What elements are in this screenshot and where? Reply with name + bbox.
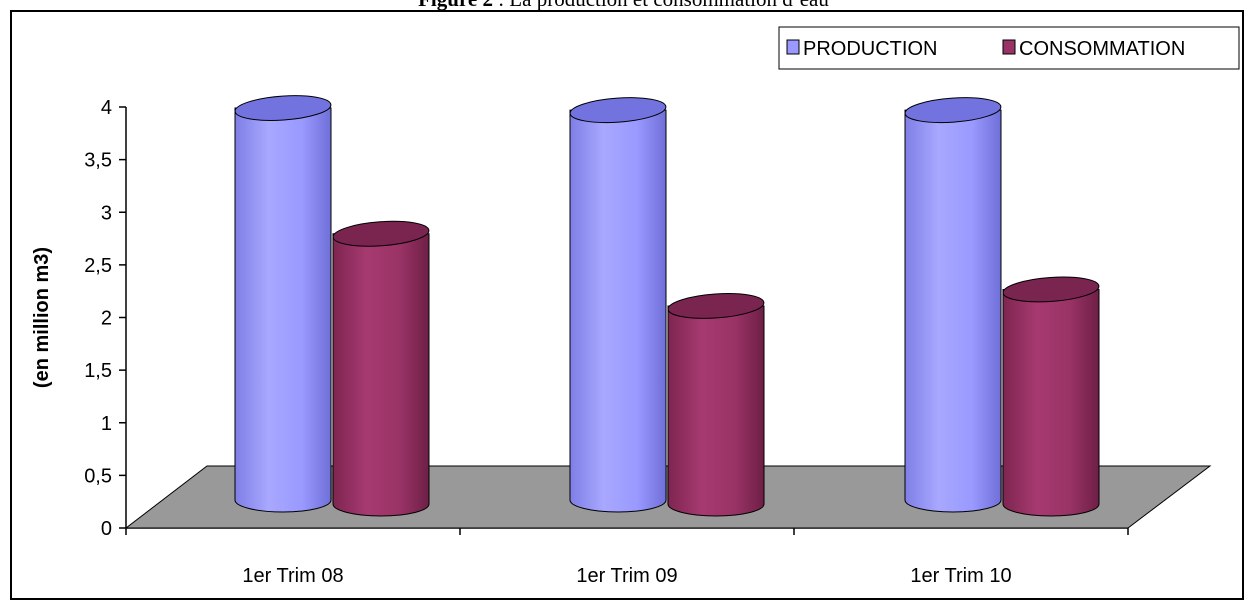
bar-consommation-1 xyxy=(332,220,430,517)
bar-body xyxy=(569,109,667,513)
y-tick-label: 3 xyxy=(101,202,112,224)
bar-consommation-2 xyxy=(667,293,765,517)
bar-production-1 xyxy=(234,95,332,513)
bar-body xyxy=(667,305,765,517)
figure-title-number: Figure 2 xyxy=(418,0,493,11)
y-tick-label: 0 xyxy=(101,518,112,540)
bar-top xyxy=(569,97,667,124)
legend-swatch xyxy=(1002,39,1016,55)
y-tick-label: 1 xyxy=(101,413,112,435)
legend-swatch xyxy=(786,39,800,55)
y-tick-label: 2,5 xyxy=(84,255,112,277)
bar-body xyxy=(1002,288,1100,517)
bar-production-3 xyxy=(904,97,1002,513)
legend-label: CONSOMMATION xyxy=(1019,38,1185,60)
y-tick-label: 4 xyxy=(101,97,112,119)
y-tick-label: 2 xyxy=(101,308,112,330)
bar-body xyxy=(234,107,332,513)
figure-title-text: : La production et consommation d’eau xyxy=(493,0,829,11)
legend-label: PRODUCTION xyxy=(803,38,937,60)
bar-top xyxy=(667,293,765,319)
y-tick-label: 0,5 xyxy=(84,465,112,487)
y-tick-label: 3,5 xyxy=(84,150,112,172)
x-category-label: 1er Trim 10 xyxy=(910,565,1011,587)
bar-top xyxy=(904,97,1002,124)
bar-body xyxy=(904,109,1002,513)
bar-body xyxy=(332,233,430,517)
x-category-label: 1er Trim 09 xyxy=(576,565,677,587)
bar-top xyxy=(234,95,332,121)
y-tick-label: 1,5 xyxy=(84,360,112,382)
bar-consommation-3 xyxy=(1002,276,1100,517)
bar-top xyxy=(1002,276,1100,303)
y-axis-title: (en million m3) xyxy=(31,247,53,388)
x-category-label: 1er Trim 08 xyxy=(242,565,343,587)
bar-production-2 xyxy=(569,97,667,513)
figure-title: Figure 2 : La production et consommation… xyxy=(0,0,1247,10)
bar-top xyxy=(332,220,430,247)
